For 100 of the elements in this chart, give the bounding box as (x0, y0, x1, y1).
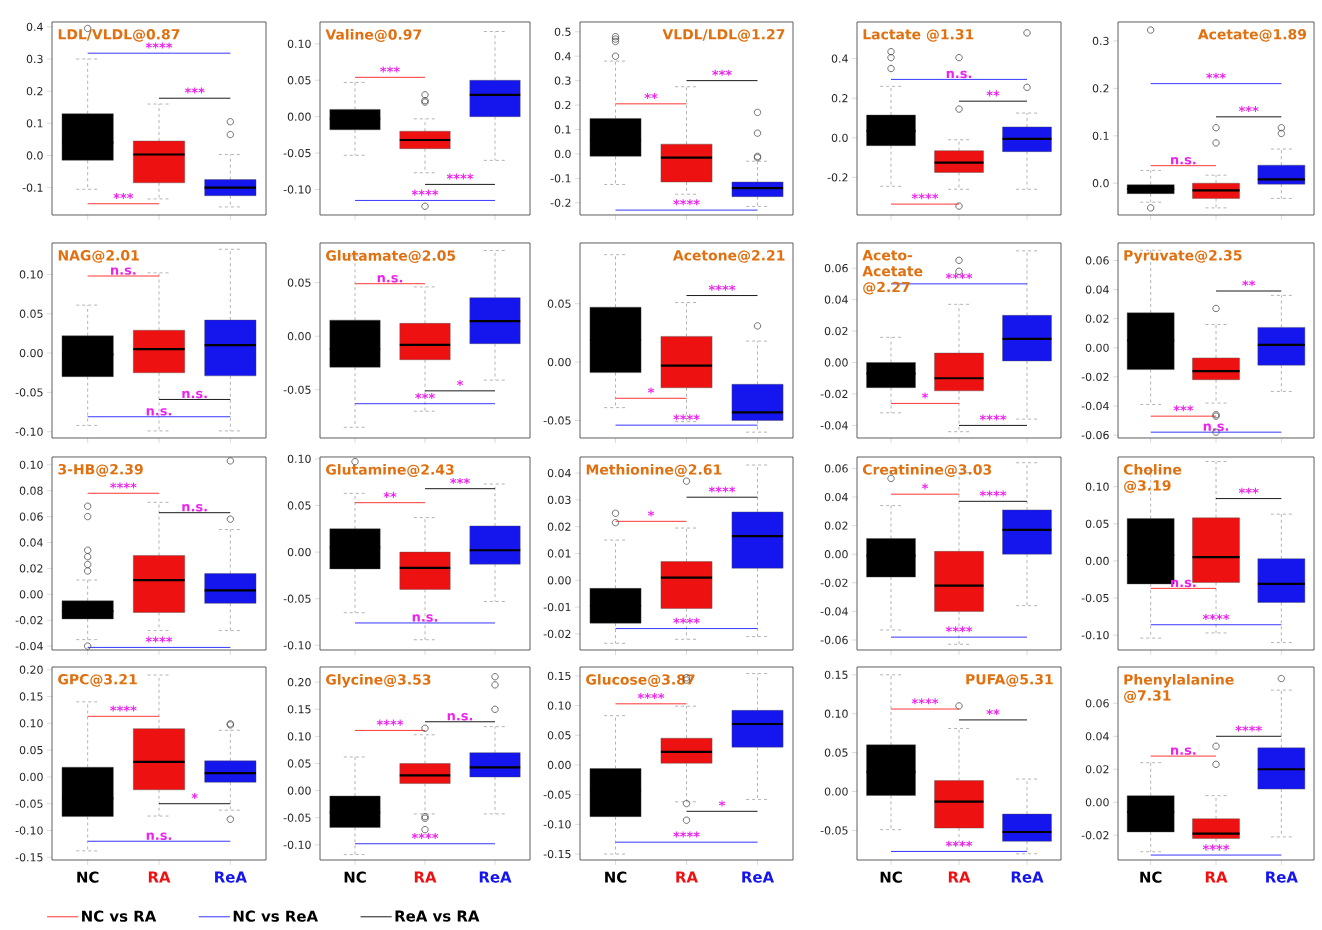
y-tick-label: -0.2 (827, 173, 848, 182)
y-tick-label: 0.15 (287, 705, 311, 714)
y-tick-label: 0.05 (19, 745, 43, 755)
annotation: **** (411, 189, 439, 196)
chart-title: GPC@3.21 (58, 673, 137, 687)
annotation: * (191, 792, 198, 799)
annotation: **** (911, 698, 939, 705)
y-tick-label: 0.00 (1085, 343, 1109, 352)
y-tick-label: 0.0 (26, 151, 43, 160)
y-tick-label: -0.06 (1081, 430, 1109, 440)
annotation: **** (979, 490, 1007, 497)
chart-title: Glutamate@2.05 (326, 250, 456, 264)
y-tick-label: 0.05 (287, 501, 311, 510)
y-tick-label: -0.10 (283, 185, 311, 194)
y-tick-label: 0.3 (26, 54, 43, 64)
y-tick-label: 0.00 (19, 348, 43, 358)
y-tick-label: 0.4 (26, 22, 43, 31)
annotation: ** (986, 90, 1000, 97)
legend-label: NC vs ReA (233, 910, 318, 922)
chart-title: Valine@0.97 (325, 28, 422, 42)
y-tick-label: -0.10 (1081, 631, 1109, 640)
y-tick-label: 0.00 (287, 786, 311, 795)
annotation: * (921, 483, 929, 490)
y-tick-label: 0.10 (547, 701, 571, 710)
chart-title: PUFA@5.31 (966, 673, 1053, 687)
y-tick-label: -0.05 (820, 826, 848, 835)
y-tick-label: 0.20 (19, 665, 43, 674)
y-tick-label: -0.05 (15, 388, 43, 397)
y-tick-label: -0.05 (283, 813, 311, 822)
annotation: **** (145, 42, 173, 49)
annotation: **** (708, 486, 736, 493)
y-tick-label: 0.00 (287, 547, 311, 557)
y-tick-label: 0.00 (1085, 556, 1109, 566)
y-tick-label: 0.1 (1092, 131, 1109, 140)
x-tick-label: ReA (1011, 871, 1044, 883)
y-tick-label: -0.05 (283, 148, 311, 158)
annotation: ** (986, 709, 1000, 716)
y-tick-label: -0.02 (543, 629, 571, 639)
y-tick-label: 0.4 (831, 54, 848, 63)
y-tick-label: 0.04 (824, 295, 848, 304)
y-tick-label: 0.04 (19, 538, 43, 547)
y-tick-label: 0.3 (1092, 36, 1109, 46)
y-tick-label: 0.01 (547, 549, 571, 558)
annotation: **** (945, 840, 973, 847)
y-tick-label: -0.10 (283, 840, 311, 849)
y-tick-label: 0.0 (831, 133, 848, 142)
annotation: n.s. (182, 504, 207, 512)
chart-title: Glucose@3.87 (586, 673, 695, 688)
annotation: **** (911, 193, 939, 200)
y-tick-label: 0.00 (287, 112, 311, 121)
y-tick-label: 0.00 (1085, 798, 1109, 807)
y-tick-label: 0.10 (287, 39, 311, 48)
y-tick-label: 0.10 (1085, 482, 1109, 491)
y-tick-label: 0.1 (26, 119, 43, 128)
y-tick-label: 0.3 (554, 76, 571, 85)
y-tick-label: 0.10 (287, 454, 311, 464)
y-tick-label: 0.15 (19, 692, 43, 701)
annotation: **** (411, 832, 439, 839)
y-tick-label: -0.10 (15, 427, 43, 436)
annotation: *** (1238, 106, 1259, 113)
x-tick-label: NC (880, 871, 902, 883)
y-tick-label: -0.10 (543, 820, 571, 829)
y-tick-label: 0.05 (547, 731, 571, 740)
chart-title: Acetone@2.21 (672, 250, 785, 263)
y-tick-label: -0.15 (15, 853, 43, 862)
y-tick-label: 0.00 (547, 576, 571, 585)
annotation: **** (110, 705, 137, 712)
annotation: *** (1173, 405, 1194, 412)
y-tick-label: 0.05 (1085, 519, 1109, 528)
y-tick-label: -0.10 (15, 826, 43, 835)
annotation: **** (1202, 613, 1230, 620)
y-tick-label: 0.2 (554, 100, 571, 110)
annotation: **** (673, 414, 700, 421)
y-tick-label: 0.15 (824, 670, 848, 679)
annotation: n.s. (377, 275, 403, 283)
y-tick-label: 0.02 (824, 326, 848, 336)
annotation: **** (708, 284, 736, 291)
text: Aceto-Acetate @2.27 (862, 250, 923, 295)
chart-title: LDL/VLDL@0.87 (58, 28, 180, 42)
x-tick-label: NC (344, 871, 366, 883)
y-tick-label: 0.04 (824, 492, 848, 502)
annotation: *** (415, 392, 435, 399)
annotation: * (921, 392, 929, 399)
y-tick-label: 0.2 (26, 87, 43, 96)
y-tick-label: 0.10 (19, 719, 43, 728)
chart-title: NAG@2.01 (58, 250, 139, 263)
y-tick-label: 0.08 (19, 486, 43, 495)
y-tick-label: 0.05 (287, 759, 311, 768)
y-tick-label: -0.02 (15, 616, 43, 625)
annotation: *** (1238, 487, 1259, 494)
annotation: n.s. (182, 390, 207, 399)
y-tick-label: -0.04 (820, 421, 848, 430)
y-tick-label: 0.06 (1085, 256, 1109, 265)
y-tick-label: 0.06 (19, 512, 43, 521)
annotation: *** (712, 69, 732, 76)
y-tick-label: 0.06 (824, 264, 848, 273)
y-tick-label: 0.00 (19, 772, 43, 782)
y-tick-label: -0.1 (22, 183, 43, 192)
y-tick-label: -0.02 (820, 389, 848, 399)
y-tick-label: 0.0 (554, 149, 571, 159)
